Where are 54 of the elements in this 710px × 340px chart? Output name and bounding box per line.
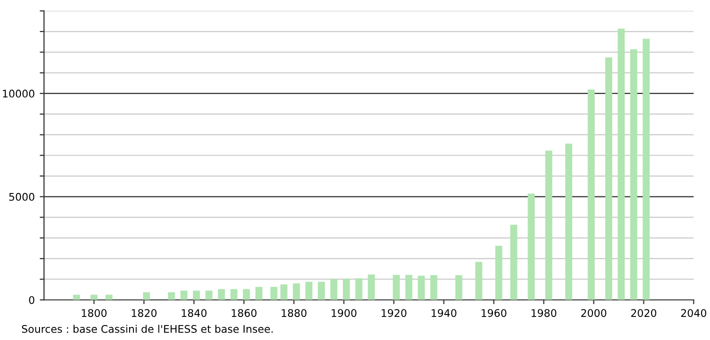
source-note: Sources : base Cassini de l'EHESS et base Insee. [22,324,273,333]
bar [218,289,225,300]
x-tick-label: 1920 [382,309,406,317]
x-tick-label: 1840 [182,309,206,317]
bar [105,294,112,300]
bar [588,90,595,300]
bar [180,290,188,300]
x-tick-label: 2000 [581,309,606,317]
bar [330,279,338,300]
x-tick-label: 1940 [432,309,456,317]
bar [168,292,175,300]
bar [73,294,80,300]
bar [230,289,238,300]
bar [475,262,482,300]
bar [642,38,650,300]
bar [305,282,312,300]
bar [630,49,638,300]
y-tick-label: 5000 [9,192,34,201]
bar [270,286,278,300]
bar [405,274,412,300]
x-tick-label: 1980 [532,309,556,317]
x-tick-label: 1800 [82,309,107,317]
bar [205,290,212,300]
x-tick-label: 2040 [681,309,706,317]
bar [318,282,325,300]
bar [280,284,288,300]
bar [565,144,572,300]
bar [618,28,625,300]
bar [528,194,535,300]
bar [545,150,552,300]
bar [392,274,400,300]
bar [605,57,612,300]
bar [418,276,425,300]
x-tick-label: 2020 [631,309,656,317]
bar [510,224,518,300]
x-tick-label: 1880 [282,309,306,317]
bar [355,278,362,300]
bar [192,290,200,300]
bar [342,278,350,300]
bar [292,283,300,300]
bar [242,289,250,300]
y-tick-label: 0 [29,296,34,304]
bar [255,286,262,300]
bar [430,275,438,300]
bar [90,294,98,300]
bar [495,246,502,300]
bar [368,274,375,300]
x-tick-label: 1860 [232,309,256,317]
x-tick-label: 1820 [132,309,157,317]
bar [142,292,150,300]
x-tick-label: 1960 [482,309,506,317]
y-tick-label: 10000 [3,90,34,98]
bar [455,275,462,300]
x-tick-label: 1900 [332,309,356,317]
